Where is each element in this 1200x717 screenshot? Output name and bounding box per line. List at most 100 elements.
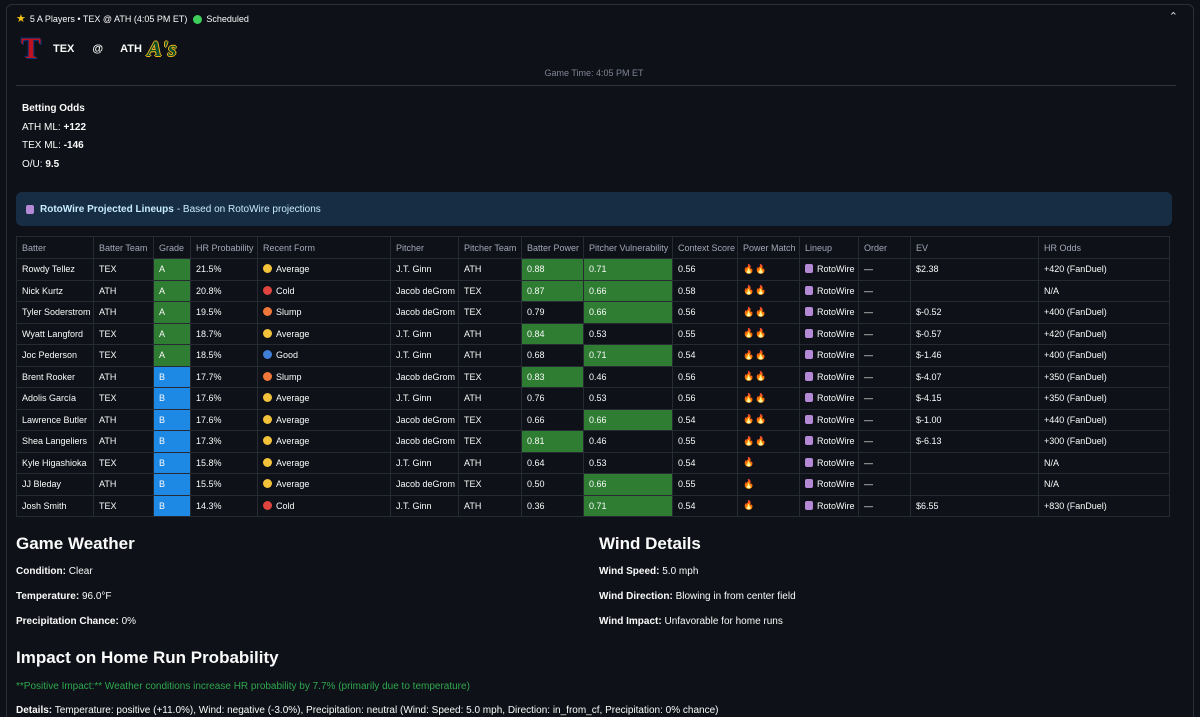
hr-probability-cell: 14.3%: [190, 494, 258, 517]
column-header[interactable]: Order: [858, 236, 911, 259]
rangers-logo-icon: T: [20, 32, 41, 65]
recent-form-cell: Slump: [257, 365, 391, 388]
column-header[interactable]: Pitcher Vulnerability: [583, 236, 673, 259]
table-row[interactable]: Rowdy Tellez TEX A 21.5% Average J.T. Ginn ATH…: [16, 258, 1170, 281]
table-row[interactable]: Kyle Higashioka TEX B 15.8% Average J.T. Ginn…: [16, 451, 1170, 474]
ev-cell: $-1.46: [910, 344, 1039, 367]
pitcher-cell: J.T. Ginn: [390, 258, 459, 281]
lineup-cell: RotoWire: [799, 258, 859, 281]
expander-header[interactable]: ★ 5 A Players • TEX @ ATH (4:05 PM ET) S…: [16, 12, 249, 26]
info-bold: RotoWire Projected Lineups: [40, 203, 174, 215]
table-row[interactable]: Josh Smith TEX B 14.3% Cold J.T. Ginn ATH 0.36 0…: [16, 494, 1170, 517]
form-dot-icon: [263, 285, 272, 295]
column-header[interactable]: EV: [910, 236, 1039, 259]
context-score-cell: 0.54: [672, 408, 738, 431]
hr-probability-cell: 19.5%: [190, 301, 258, 324]
pitcher-team-cell: ATH: [458, 322, 522, 345]
column-header[interactable]: Recent Form: [257, 236, 391, 259]
column-header[interactable]: Context Score: [672, 236, 738, 259]
rotowire-icon: [805, 436, 813, 446]
ev-cell: $-1.00: [910, 408, 1039, 431]
lineup-cell: RotoWire: [799, 473, 859, 496]
ev-cell: $-6.13: [910, 430, 1039, 453]
grade-cell: B: [153, 473, 191, 496]
chevron-up-icon[interactable]: ⌃: [1168, 11, 1178, 23]
batter-cell: Brent Rooker: [16, 365, 94, 388]
odds-line: ATH ML: +122: [22, 121, 87, 133]
pitcher-cell: Jacob deGrom: [390, 408, 459, 431]
players-table[interactable]: Batter Batter Team Grade HR Probability Rece…: [16, 236, 1170, 517]
column-header[interactable]: Pitcher Team: [458, 236, 522, 259]
table-row[interactable]: Brent Rooker ATH B 17.7% Slump Jacob deGrom TE…: [16, 365, 1170, 388]
divider: [16, 85, 1176, 86]
batter-power-cell: 0.88: [521, 258, 584, 281]
order-cell: —: [858, 494, 911, 517]
pitcher-vulnerability-cell: 0.71: [583, 344, 673, 367]
table-row[interactable]: Adolis García TEX B 17.6% Average J.T. Ginn AT…: [16, 387, 1170, 410]
lineup-cell: RotoWire: [799, 301, 859, 324]
batter-team-cell: TEX: [93, 344, 154, 367]
table-row[interactable]: Joc Pederson TEX A 18.5% Good J.T. Ginn ATH 0.6…: [16, 344, 1170, 367]
pitcher-team-cell: TEX: [458, 408, 522, 431]
column-header[interactable]: Pitcher: [390, 236, 459, 259]
table-row[interactable]: Tyler Soderstrom ATH A 19.5% Slump Jacob deGr…: [16, 301, 1170, 324]
context-score-cell: 0.56: [672, 387, 738, 410]
wind-speed: Wind Speed: 5.0 mph: [599, 566, 699, 577]
pitcher-vulnerability-cell: 0.71: [583, 494, 673, 517]
batter-team-cell: TEX: [93, 387, 154, 410]
lineup-cell: RotoWire: [799, 494, 859, 517]
column-header[interactable]: HR Probability: [190, 236, 258, 259]
column-header[interactable]: Lineup: [799, 236, 859, 259]
batter-power-cell: 0.87: [521, 279, 584, 302]
ev-cell: [910, 451, 1039, 474]
batter-cell: Kyle Higashioka: [16, 451, 94, 474]
order-cell: —: [858, 279, 911, 302]
table-row[interactable]: Nick Kurtz ATH A 20.8% Cold Jacob deGrom TEX 0.…: [16, 279, 1170, 302]
form-dot-icon: [263, 479, 272, 489]
batter-power-cell: 0.83: [521, 365, 584, 388]
rotowire-icon: [805, 328, 813, 338]
pitcher-team-cell: ATH: [458, 451, 522, 474]
ev-cell: [910, 473, 1039, 496]
pitcher-team-cell: TEX: [458, 365, 522, 388]
column-header[interactable]: Batter Team: [93, 236, 154, 259]
table-row[interactable]: Shea Langeliers ATH B 17.3% Average Jacob deG…: [16, 430, 1170, 453]
order-cell: —: [858, 322, 911, 345]
power-match-cell: 🔥: [737, 473, 800, 496]
batter-team-cell: TEX: [93, 494, 154, 517]
pitcher-team-cell: TEX: [458, 279, 522, 302]
column-header[interactable]: HR Odds: [1038, 236, 1170, 259]
order-cell: —: [858, 344, 911, 367]
table-row[interactable]: JJ Bleday ATH B 15.5% Average Jacob deGrom TEX…: [16, 473, 1170, 496]
pitcher-cell: J.T. Ginn: [390, 387, 459, 410]
form-dot-icon: [263, 350, 272, 360]
form-dot-icon: [263, 500, 272, 510]
column-header[interactable]: Batter: [16, 236, 94, 259]
recent-form-cell: Slump: [257, 301, 391, 324]
power-match-cell: 🔥🔥: [737, 301, 800, 324]
table-row[interactable]: Lawrence Butler ATH B 17.6% Average Jacob deG…: [16, 408, 1170, 431]
expander-title: 5 A Players • TEX @ ATH (4:05 PM ET): [29, 14, 188, 24]
context-score-cell: 0.55: [672, 322, 738, 345]
hr-odds-cell: N/A: [1038, 451, 1170, 474]
pitcher-vulnerability-cell: 0.66: [583, 473, 673, 496]
column-header[interactable]: Grade: [153, 236, 191, 259]
weather-temperature: Temperature: 96.0°F: [16, 591, 112, 602]
pitcher-cell: J.T. Ginn: [390, 494, 459, 517]
pitcher-team-cell: ATH: [458, 344, 522, 367]
column-header[interactable]: Batter Power: [521, 236, 584, 259]
table-row[interactable]: Wyatt Langford TEX A 18.7% Average J.T. Ginn A…: [16, 322, 1170, 345]
order-cell: —: [858, 387, 911, 410]
status-text: Scheduled: [206, 14, 249, 24]
order-cell: —: [858, 473, 911, 496]
batter-team-cell: ATH: [93, 408, 154, 431]
pitcher-vulnerability-cell: 0.66: [583, 408, 673, 431]
lineup-cell: RotoWire: [799, 365, 859, 388]
recent-form-cell: Average: [257, 322, 391, 345]
context-score-cell: 0.56: [672, 258, 738, 281]
ev-cell: $-0.57: [910, 322, 1039, 345]
hr-odds-cell: +830 (FanDuel): [1038, 494, 1170, 517]
rotowire-icon: [805, 285, 813, 295]
column-header[interactable]: Power Match: [737, 236, 800, 259]
pitcher-cell: Jacob deGrom: [390, 430, 459, 453]
